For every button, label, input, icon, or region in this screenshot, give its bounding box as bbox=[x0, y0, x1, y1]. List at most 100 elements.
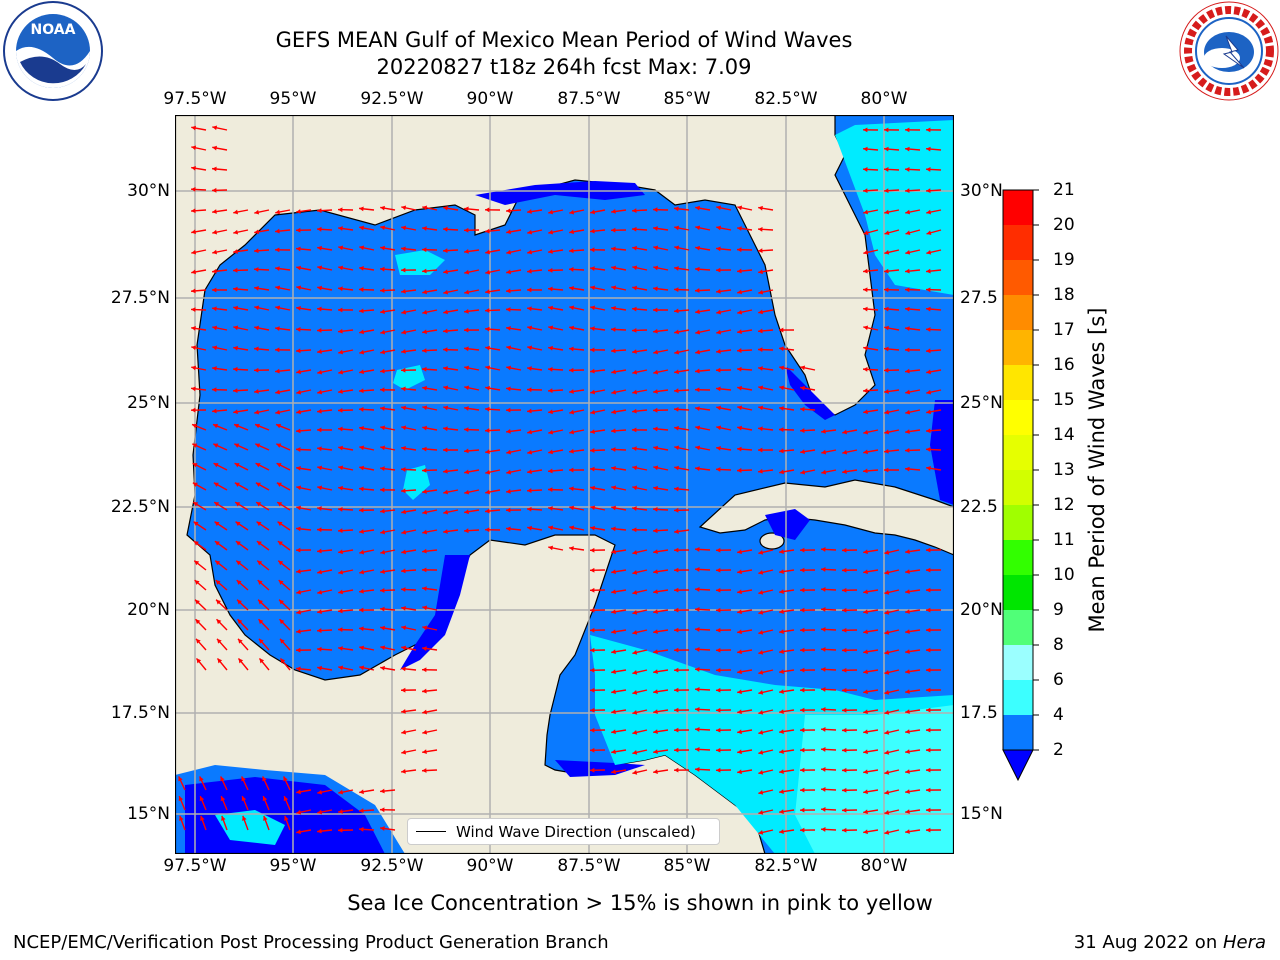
wave-arrow-head bbox=[905, 429, 910, 434]
wave-arrow-head bbox=[884, 570, 890, 575]
wave-arrow-head bbox=[464, 528, 469, 534]
wave-arrow-head bbox=[317, 789, 323, 795]
wave-arrow-head bbox=[234, 423, 240, 429]
wave-arrow-head bbox=[590, 567, 595, 573]
wave-arrow-head bbox=[884, 448, 889, 454]
colorbar-bin bbox=[1003, 610, 1033, 646]
wave-arrow-head bbox=[800, 449, 805, 455]
wave-arrow-head bbox=[905, 249, 911, 255]
wave-arrow-head bbox=[884, 209, 890, 215]
wave-arrow-head bbox=[527, 525, 532, 531]
wave-arrow-head bbox=[359, 225, 365, 231]
wave-arrow-head bbox=[611, 609, 616, 615]
wave-arrow-head bbox=[905, 146, 910, 152]
lon-tick-top: 95°W bbox=[269, 89, 317, 109]
wave-arrow-head bbox=[359, 329, 364, 335]
wave-arrow-head bbox=[569, 367, 574, 373]
wave-arrow-head bbox=[905, 347, 910, 353]
wave-arrow-head bbox=[926, 827, 931, 833]
wave-arrow-head bbox=[359, 206, 364, 212]
wave-arrow-head bbox=[277, 541, 283, 546]
wave-arrow-head bbox=[422, 425, 427, 431]
wave-arrow-head bbox=[254, 229, 259, 235]
wave-arrow-head bbox=[338, 369, 344, 375]
wave-arrow-head bbox=[443, 468, 448, 474]
wave-arrow-head bbox=[674, 425, 679, 431]
wave-arrow-head bbox=[569, 285, 574, 291]
wave-arrow-head bbox=[527, 345, 533, 351]
wave-arrow-head bbox=[779, 469, 784, 475]
wave-arrow-head bbox=[611, 409, 616, 415]
wave-arrow-head bbox=[401, 749, 407, 755]
wave-arrow-head bbox=[695, 767, 700, 772]
wave-arrow-head bbox=[674, 747, 679, 753]
wave-arrow-head bbox=[884, 429, 890, 435]
wave-arrow-head bbox=[800, 727, 805, 733]
wave-arrow-head bbox=[674, 567, 679, 573]
wave-arrow-head bbox=[338, 389, 343, 394]
wave-arrow-head bbox=[359, 287, 364, 292]
wave-arrow-head bbox=[842, 707, 847, 713]
wave-arrow-head bbox=[905, 448, 910, 453]
wave-arrow-head bbox=[905, 230, 911, 236]
wave-arrow-head bbox=[863, 429, 869, 435]
wave-arrow-head bbox=[905, 829, 910, 834]
wave-arrow-head bbox=[716, 767, 721, 773]
wave-arrow-head bbox=[464, 308, 469, 314]
wave-arrow-head bbox=[235, 541, 241, 546]
wave-arrow-head bbox=[380, 445, 386, 451]
wave-arrow-head bbox=[212, 229, 218, 235]
wave-arrow-head bbox=[863, 629, 868, 635]
wave-arrow-head bbox=[758, 366, 763, 371]
wave-arrow-head bbox=[611, 327, 616, 332]
wave-arrow-head bbox=[212, 145, 217, 151]
wave-arrow-head bbox=[632, 446, 637, 452]
wave-arrow-head bbox=[905, 368, 910, 374]
wave-arrow-head bbox=[380, 788, 385, 794]
wave-arrow-head bbox=[212, 366, 217, 371]
wave-arrow-head bbox=[653, 226, 658, 231]
wave-arrow-head bbox=[926, 747, 931, 753]
wave-arrow-head bbox=[737, 629, 742, 635]
wave-arrow-head bbox=[779, 829, 784, 834]
wave-arrow-head bbox=[926, 167, 931, 172]
wave-arrow-head bbox=[800, 687, 805, 693]
wave-arrow-head bbox=[401, 666, 406, 672]
wave-arrow-head bbox=[317, 548, 322, 554]
wave-arrow-head bbox=[590, 687, 595, 693]
wave-arrow-head bbox=[359, 588, 364, 594]
wave-arrow-head bbox=[926, 727, 931, 733]
wave-arrow-head bbox=[779, 365, 785, 371]
wave-arrow-head bbox=[191, 249, 197, 255]
wave-arrow-head bbox=[863, 689, 868, 695]
wave-arrow-head bbox=[905, 409, 911, 415]
wave-arrow-head bbox=[464, 269, 470, 275]
wave-arrow-head bbox=[275, 368, 280, 374]
wave-arrow-head bbox=[212, 345, 218, 351]
wave-arrow-head bbox=[220, 776, 225, 782]
wave-arrow-head bbox=[863, 809, 868, 815]
wave-arrow-head bbox=[800, 647, 805, 653]
colorbar-tick-label: 6 bbox=[1053, 670, 1064, 690]
wave-arrow-head bbox=[758, 670, 764, 675]
wave-arrow-head bbox=[338, 549, 343, 555]
wave-arrow-head bbox=[443, 248, 448, 254]
wave-arrow-head bbox=[569, 325, 575, 331]
wave-arrow-head bbox=[506, 469, 512, 475]
wave-arrow-head bbox=[191, 269, 196, 275]
wave-arrow-head bbox=[674, 245, 680, 251]
wave-arrow-head bbox=[401, 329, 407, 335]
wave-arrow-head bbox=[632, 750, 638, 755]
wave-arrow-head bbox=[926, 767, 931, 773]
wave-arrow-head bbox=[234, 463, 240, 468]
wave-arrow-head bbox=[338, 265, 344, 271]
wave-arrow-head bbox=[256, 521, 262, 527]
wave-arrow-head bbox=[296, 209, 301, 214]
wave-arrow-head bbox=[422, 768, 427, 773]
wave-arrow-head bbox=[280, 658, 286, 664]
colorbar-tick-label: 16 bbox=[1053, 355, 1075, 375]
wave-arrow-head bbox=[737, 749, 742, 755]
wave-arrow-head bbox=[884, 590, 890, 595]
wave-arrow-head bbox=[632, 506, 637, 511]
wave-arrow-head bbox=[380, 807, 385, 813]
